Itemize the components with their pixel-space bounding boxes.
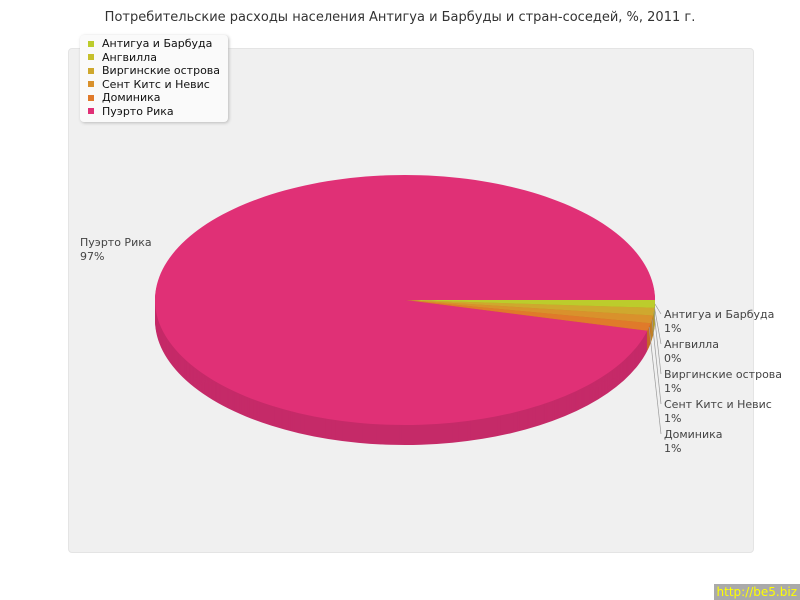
legend-item[interactable]: Ангвилла [80,51,228,65]
pie-slice[interactable] [405,300,651,331]
legend-swatch [88,67,94,74]
label-connector [651,319,662,405]
label-connector [654,307,662,345]
legend-swatch [88,108,94,115]
watermark[interactable]: http://be5.biz [713,584,800,600]
label-connector [648,326,662,435]
legend-label: Антигуа и Барбуда [102,37,213,51]
legend-item[interactable]: Пуэрто Рика [80,105,228,119]
slice-label: Пуэрто Рика [80,236,152,249]
slice-label: Ангвилла [664,338,719,351]
slice-value-label: 1% [664,382,681,395]
pie-slice[interactable] [154,174,655,425]
legend-label: Сент Китс и Невис [102,77,210,91]
slice-label: Антигуа и Барбуда [664,308,774,321]
legend: Антигуа и Барбуда Ангвилла Виргинские остр… [80,35,228,122]
legend-label: Виргинские острова [102,64,221,78]
slice-label: Сент Китс и Невис [664,398,772,411]
slice-value-label: 1% [664,442,681,455]
legend-item[interactable]: Антигуа и Барбуда [80,37,228,51]
legend-item[interactable]: Сент Китс и Невис [80,78,228,92]
legend-swatch [88,81,94,88]
legend-swatch [88,94,94,101]
slice-value-label: 0% [664,352,681,365]
legend-label: Пуэрто Рика [102,104,174,118]
legend-label: Доминика [102,91,161,105]
legend-swatch [88,54,94,61]
label-connector [653,311,662,375]
pie-slice[interactable] [405,300,654,324]
chart-title: Потребительские расходы населения Антигу… [104,10,696,25]
legend-swatch [88,40,94,47]
label-connector [654,303,662,315]
legend-item[interactable]: Доминика [80,91,228,105]
slice-value-label: 1% [664,412,681,425]
pie-slice[interactable] [405,300,655,316]
slice-value-label: 97% [80,250,104,263]
slice-label: Виргинские острова [664,368,782,381]
legend-item[interactable]: Виргинские острова [80,64,228,78]
legend-label: Ангвилла [102,50,157,64]
pie-slice[interactable] [405,300,655,308]
slice-label: Доминика [664,428,723,441]
slice-value-label: 1% [664,322,681,335]
